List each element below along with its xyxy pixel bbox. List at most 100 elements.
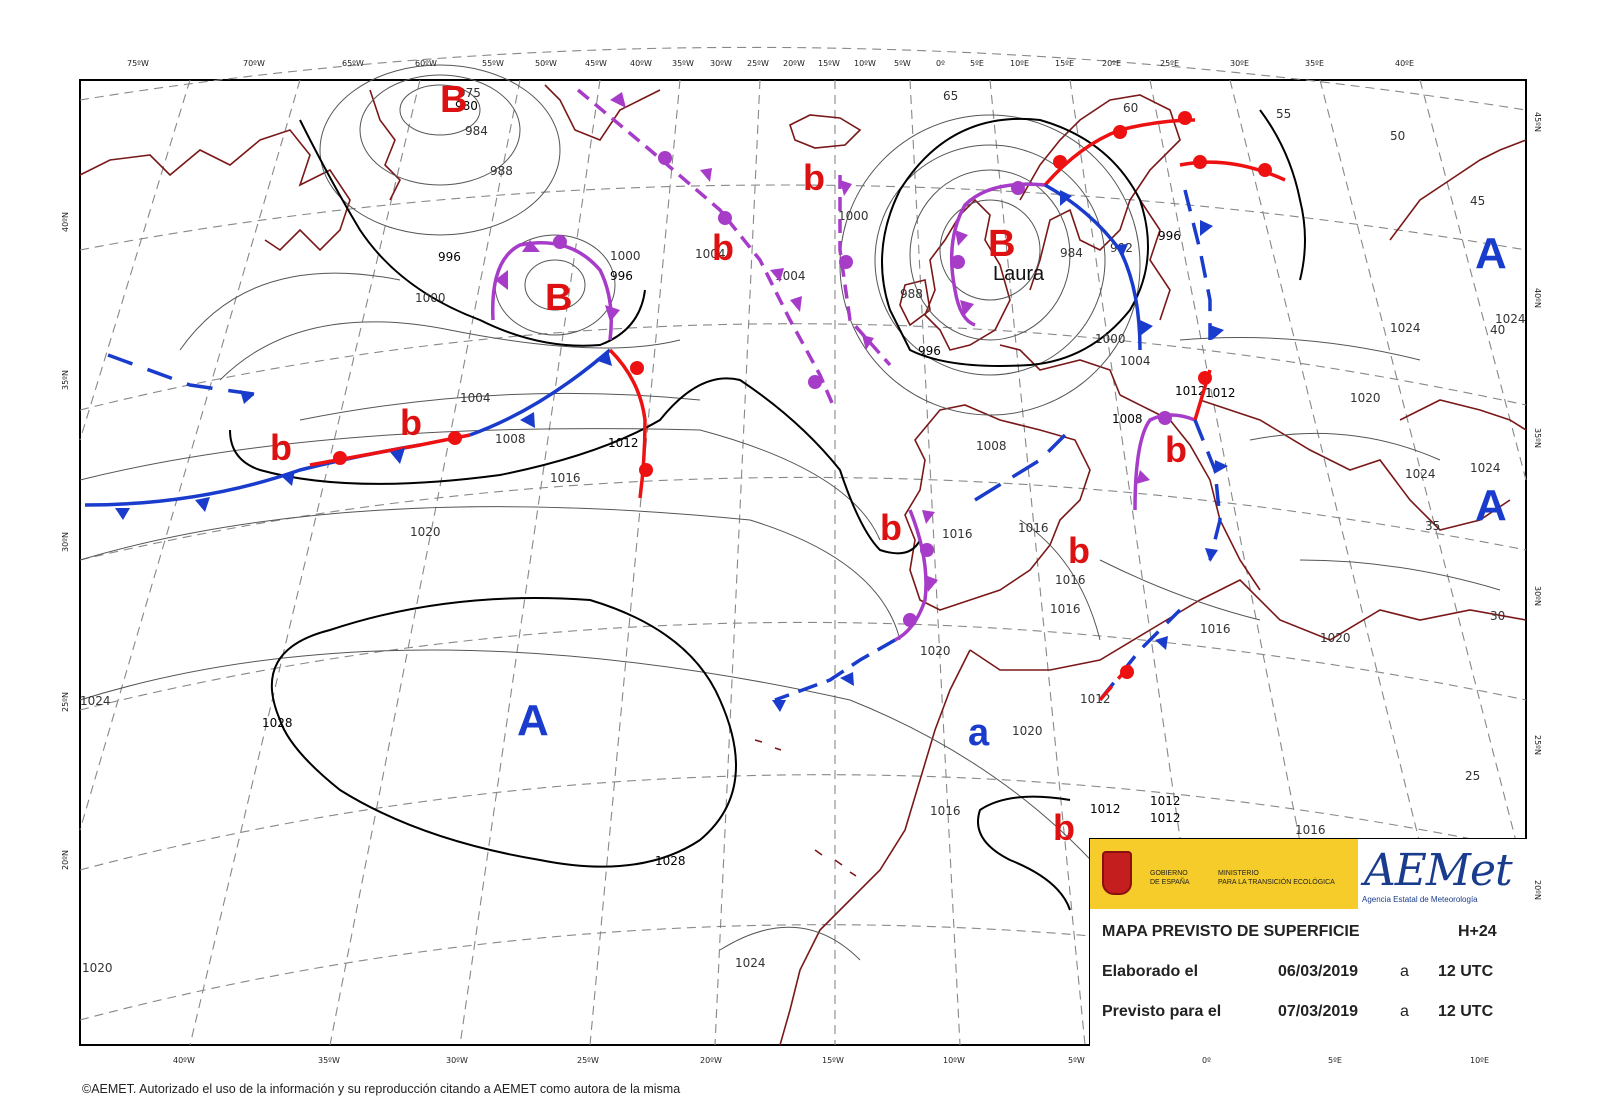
small-low: b — [1053, 807, 1075, 848]
svg-text:1016: 1016 — [1050, 602, 1081, 616]
occluded-triangle — [840, 180, 852, 196]
svg-text:10ºE: 10ºE — [1010, 59, 1029, 68]
svg-text:40ºW: 40ºW — [173, 1056, 195, 1065]
svg-text:15ºW: 15ºW — [822, 1056, 844, 1065]
svg-text:1000: 1000 — [838, 209, 869, 223]
ministry-line-1: MINISTERIO — [1218, 870, 1259, 877]
svg-text:1004: 1004 — [1120, 354, 1151, 368]
coast-balkans — [1199, 399, 1511, 531]
occluded-triangle — [605, 305, 620, 322]
warm-front-semicircle — [639, 463, 653, 477]
cold-front-triangle — [1214, 460, 1228, 474]
coast-azores — [754, 739, 782, 751]
government-label: GOBIERNO DE ESPAÑA — [1150, 869, 1190, 887]
svg-text:10ºW: 10ºW — [854, 59, 876, 68]
occluded-semicircle — [553, 235, 567, 249]
cold-front-triangle — [1140, 320, 1153, 336]
elaborated-at: a — [1400, 963, 1409, 980]
cold-front-triangle — [1205, 548, 1218, 562]
svg-text:1012: 1012 — [608, 436, 639, 450]
svg-text:5ºW: 5ºW — [894, 59, 911, 68]
warm-front-semicircle — [1258, 163, 1272, 177]
cold-front-iberia — [774, 638, 896, 702]
isobar-1028 — [270, 597, 737, 868]
isobar-1012 — [229, 377, 921, 555]
svg-text:40ºW: 40ºW — [630, 59, 652, 68]
warm-front-semicircle — [1178, 111, 1192, 125]
valid-at: a — [1400, 1003, 1409, 1020]
coastlines — [79, 84, 1527, 1046]
svg-text:40ºE: 40ºE — [1395, 59, 1414, 68]
svg-text:20ºE: 20ºE — [1102, 59, 1121, 68]
svg-text:60: 60 — [1123, 101, 1138, 115]
svg-text:984: 984 — [1060, 246, 1083, 260]
svg-text:1016: 1016 — [1200, 622, 1231, 636]
svg-text:25ºN: 25ºN — [1533, 735, 1542, 755]
svg-text:1016: 1016 — [1055, 573, 1086, 587]
svg-text:1012: 1012 — [1090, 802, 1121, 816]
occluded-triangle — [610, 92, 626, 108]
svg-text:25ºW: 25ºW — [747, 59, 769, 68]
valid-date: 07/03/2019 — [1278, 1003, 1359, 1020]
right-lat-ticks: 45ºN 40ºN 35ºN 30ºN 25ºN 20ºN — [1533, 112, 1542, 900]
storm-name: Laura — [993, 263, 1045, 285]
coast-scandinavia — [1019, 94, 1181, 291]
svg-text:30ºN: 30ºN — [61, 532, 70, 552]
small-low: b — [400, 402, 422, 443]
svg-text:975: 975 — [458, 86, 481, 100]
warm-front-semicircle — [1198, 371, 1212, 385]
svg-text:1016: 1016 — [930, 804, 961, 818]
occluded-triangle — [955, 230, 968, 246]
occluded-front-laura — [949, 182, 1046, 327]
svg-text:30ºN: 30ºN — [1533, 586, 1542, 606]
occluded-front-med — [1133, 413, 1196, 511]
ministry-label: MINISTERIO PARA LA TRANSICIÓN ECOLÓGICA — [1218, 869, 1335, 887]
svg-text:70ºW: 70ºW — [243, 59, 265, 68]
svg-text:1008: 1008 — [1112, 412, 1143, 426]
occluded-triangle — [925, 575, 938, 592]
cold-front-triangle — [240, 390, 254, 404]
svg-text:1004: 1004 — [695, 247, 726, 261]
coast-labrador — [369, 89, 401, 201]
occluded-semicircle — [951, 255, 965, 269]
copyright-notice: ©AEMET. Autorizado el uso de la informac… — [82, 1082, 681, 1096]
occluded-semicircle — [1158, 411, 1172, 425]
svg-text:1008: 1008 — [495, 432, 526, 446]
svg-text:60ºW: 60ºW — [415, 59, 437, 68]
isobars — [79, 64, 1501, 961]
svg-text:35ºW: 35ºW — [672, 59, 694, 68]
high-center: A — [517, 696, 549, 745]
svg-text:25: 25 — [1465, 769, 1480, 783]
svg-text:50ºW: 50ºW — [535, 59, 557, 68]
aemet-logo-text: AEMet — [1364, 845, 1513, 896]
svg-text:0º: 0º — [936, 59, 945, 68]
svg-text:35ºN: 35ºN — [1533, 428, 1542, 448]
svg-text:1000: 1000 — [610, 249, 641, 263]
cold-front-triangle — [1210, 325, 1224, 340]
occluded-front-iberia — [894, 509, 928, 642]
warm-front-semicircle — [630, 361, 644, 375]
svg-text:996: 996 — [610, 269, 633, 283]
cold-front-triangle — [595, 350, 612, 366]
svg-text:10ºW: 10ºW — [943, 1056, 965, 1065]
top-lon-ticks: 75ºW 70ºW 65ºW 60ºW 55ºW 50ºW 45ºW 40ºW … — [127, 59, 1414, 68]
svg-text:1012: 1012 — [1150, 794, 1181, 808]
cold-front-dashed-biscay — [974, 433, 1067, 502]
warm-front-semicircle — [333, 451, 347, 465]
svg-text:25ºN: 25ºN — [61, 692, 70, 712]
cold-front-triangle — [772, 700, 786, 712]
svg-text:1012: 1012 — [1175, 384, 1206, 398]
cold-front-med — [1183, 189, 1212, 340]
svg-text:40ºN: 40ºN — [1533, 288, 1542, 308]
warm-front-semicircle — [1193, 155, 1207, 169]
occluded-triangle — [770, 268, 784, 282]
small-low: b — [712, 227, 734, 268]
svg-text:15ºE: 15ºE — [1055, 59, 1074, 68]
svg-text:1016: 1016 — [1018, 521, 1049, 535]
cold-front-dashed-atlantic — [107, 353, 261, 397]
isobar-996-laura — [881, 117, 1149, 367]
svg-text:45ºN: 45ºN — [1533, 112, 1542, 132]
occluded-triangle — [495, 270, 508, 290]
high-center: A — [1475, 229, 1507, 278]
warm-front-semicircle — [1120, 665, 1134, 679]
